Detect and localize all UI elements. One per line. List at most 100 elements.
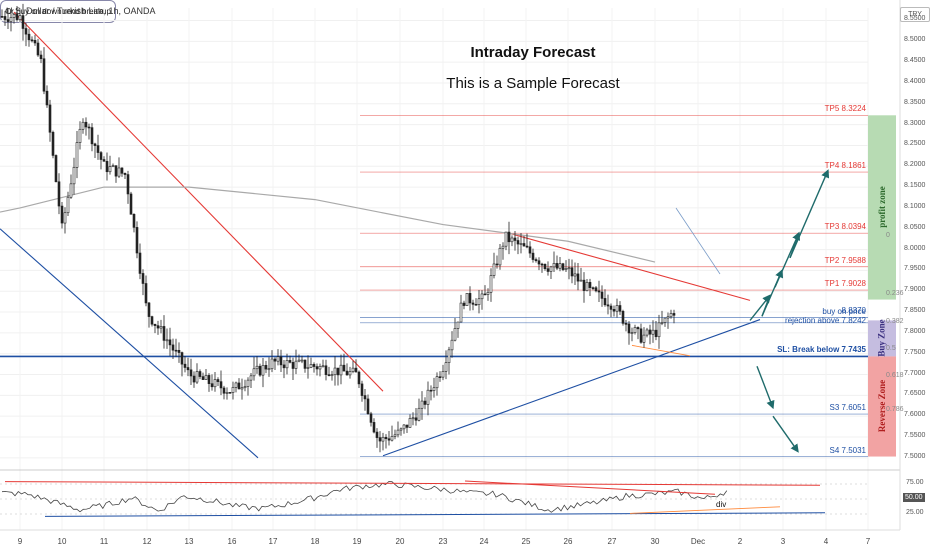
x-tick-label: 23 — [438, 537, 448, 546]
candle-body — [642, 334, 646, 343]
candle-body — [81, 121, 85, 130]
candle-body — [327, 374, 331, 376]
candle-body — [465, 293, 469, 306]
candle-body — [0, 16, 4, 18]
candle-body — [261, 365, 265, 376]
candle-body — [12, 14, 16, 18]
y-tick-label: 8.3500 — [904, 98, 926, 106]
level-label-sl: SL: Break below 7.7435 — [777, 345, 866, 355]
candle-body — [582, 279, 586, 291]
candle-body — [330, 374, 334, 377]
candle-body — [72, 167, 76, 185]
candle-body — [159, 326, 163, 329]
candle-body — [381, 436, 385, 442]
candle-body — [201, 376, 205, 380]
uptrend-line — [382, 319, 761, 457]
candle-body — [222, 387, 226, 394]
level-label-tp5: TP5 8.3224 — [824, 104, 866, 114]
candle-body — [372, 422, 376, 433]
fib-label: 0.382 — [886, 317, 904, 325]
candle-body — [192, 375, 196, 383]
y-tick-label: 8.2000 — [904, 161, 926, 169]
candle-body — [126, 174, 130, 195]
candle-body — [96, 145, 100, 153]
candle-body — [600, 291, 604, 299]
candle-body — [102, 159, 106, 162]
candle-body — [651, 329, 655, 335]
candle-body — [48, 104, 52, 133]
candle-body — [243, 386, 247, 389]
chart-subtitle: This is a Sample Forecast — [446, 75, 620, 92]
candle-body — [249, 375, 253, 381]
candle-body — [456, 321, 460, 329]
candle-body — [429, 389, 433, 392]
candle-body — [606, 304, 610, 307]
candle-body — [612, 309, 616, 312]
candle-body — [189, 369, 193, 377]
candle-body — [594, 287, 598, 292]
candle-body — [120, 167, 124, 174]
candle-body — [462, 302, 466, 306]
candle-body — [99, 152, 103, 160]
forecast-arrow-up — [789, 169, 830, 259]
candle-body — [522, 243, 526, 247]
candle-body — [240, 387, 244, 390]
candle-body — [609, 305, 613, 310]
candle-body — [162, 326, 166, 341]
candle-body — [213, 379, 217, 388]
x-tick-label: 26 — [563, 537, 573, 546]
candle-body — [666, 316, 670, 319]
candle-body — [210, 383, 214, 388]
y-tick-label: 8.3000 — [904, 119, 926, 127]
candle-body — [639, 328, 643, 343]
candle-body — [117, 167, 121, 177]
candle-body — [75, 142, 79, 168]
candle-body — [645, 329, 649, 336]
zone-reverse — [868, 356, 896, 457]
candle-body — [669, 313, 673, 318]
candle-body — [540, 263, 544, 266]
candle-body — [234, 382, 238, 388]
candle-body — [537, 260, 541, 265]
candle-body — [318, 366, 322, 370]
rsi-panel — [0, 480, 868, 517]
candle-body — [450, 339, 454, 351]
y-tick-label: 7.6000 — [904, 411, 926, 419]
zone-bands — [868, 115, 896, 457]
candle-body — [84, 121, 88, 128]
candle-body — [657, 322, 661, 338]
candle-body — [375, 431, 379, 438]
candle-body — [309, 364, 313, 368]
candle-body — [441, 371, 445, 378]
x-tick-label: 27 — [607, 537, 617, 546]
candle-body — [264, 365, 268, 370]
x-tick-label: 9 — [17, 537, 23, 546]
candle-body — [579, 279, 583, 282]
rsi-divergence-top — [464, 480, 716, 495]
candle-body — [627, 323, 631, 334]
candle-body — [390, 436, 394, 441]
level-label-tp1: TP1 7.9028 — [824, 279, 866, 289]
candle-body — [591, 287, 595, 289]
candle-body — [114, 165, 118, 177]
candle-body — [336, 367, 340, 376]
candle-body — [459, 302, 463, 323]
callout-pointer — [675, 207, 721, 275]
y-tick-label: 7.9500 — [904, 265, 926, 273]
candle-body — [135, 227, 139, 254]
candle-body — [3, 16, 7, 20]
y-tick-label: 8.0500 — [904, 223, 926, 231]
candle-body — [435, 376, 439, 389]
candle-body — [384, 436, 388, 440]
rsi-line — [1, 481, 728, 513]
x-tick-label: 16 — [227, 537, 237, 546]
candle-body — [231, 387, 235, 393]
candle-body — [663, 317, 667, 323]
candle-body — [528, 246, 532, 254]
candle-body — [480, 293, 484, 300]
candle-body — [654, 329, 658, 338]
currency-badge[interactable]: TRY — [900, 7, 930, 22]
candle-body — [18, 15, 22, 20]
candle-body — [294, 360, 298, 369]
candle-body — [576, 273, 580, 282]
